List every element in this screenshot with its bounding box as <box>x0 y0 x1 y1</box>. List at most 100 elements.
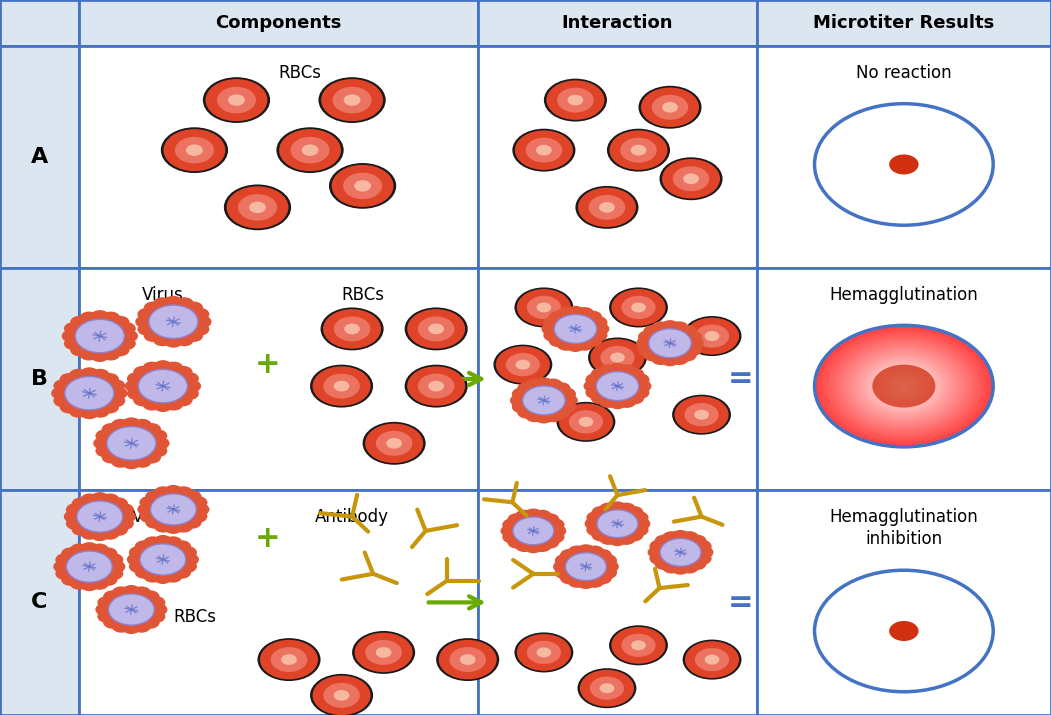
Circle shape <box>630 511 648 524</box>
Bar <box>478 0 757 46</box>
Circle shape <box>655 535 674 548</box>
Circle shape <box>592 528 611 541</box>
Circle shape <box>632 641 645 651</box>
Circle shape <box>559 394 578 407</box>
Circle shape <box>599 395 618 408</box>
Circle shape <box>102 423 121 436</box>
Circle shape <box>224 184 291 230</box>
Circle shape <box>104 567 123 580</box>
Circle shape <box>537 648 552 658</box>
Text: Components: Components <box>215 14 342 32</box>
Circle shape <box>872 365 935 408</box>
Circle shape <box>625 391 644 404</box>
Circle shape <box>579 417 593 427</box>
Circle shape <box>90 405 109 418</box>
Circle shape <box>536 145 552 156</box>
Circle shape <box>555 554 574 567</box>
Circle shape <box>632 518 651 531</box>
Circle shape <box>143 570 162 583</box>
Circle shape <box>80 368 99 380</box>
Circle shape <box>583 334 602 347</box>
Circle shape <box>860 356 949 416</box>
Circle shape <box>526 138 562 162</box>
Circle shape <box>598 566 617 579</box>
Circle shape <box>695 325 729 347</box>
Circle shape <box>662 561 681 573</box>
Text: Virus: Virus <box>142 286 184 304</box>
Circle shape <box>322 79 383 121</box>
Bar <box>0 268 79 490</box>
Circle shape <box>647 546 666 559</box>
Circle shape <box>872 365 935 408</box>
Circle shape <box>494 345 553 385</box>
Circle shape <box>817 327 991 445</box>
Circle shape <box>352 631 415 674</box>
Circle shape <box>557 307 576 320</box>
Circle shape <box>122 418 141 430</box>
Circle shape <box>153 297 172 310</box>
Circle shape <box>560 571 579 584</box>
Circle shape <box>850 350 957 423</box>
Text: +: + <box>106 607 125 626</box>
Circle shape <box>517 383 536 395</box>
Circle shape <box>101 312 120 325</box>
Circle shape <box>540 536 559 548</box>
Circle shape <box>837 340 971 432</box>
Circle shape <box>153 399 172 412</box>
Circle shape <box>660 157 723 200</box>
Circle shape <box>153 571 172 584</box>
Circle shape <box>80 542 99 555</box>
Circle shape <box>662 531 681 544</box>
Circle shape <box>554 315 597 343</box>
Circle shape <box>174 486 193 499</box>
Circle shape <box>583 380 602 393</box>
Circle shape <box>545 518 564 531</box>
Circle shape <box>586 511 605 524</box>
Circle shape <box>610 352 624 363</box>
Circle shape <box>612 289 665 326</box>
Circle shape <box>695 648 729 671</box>
Circle shape <box>144 302 163 315</box>
Circle shape <box>276 127 344 173</box>
Circle shape <box>80 406 99 419</box>
Circle shape <box>527 296 561 319</box>
Circle shape <box>631 386 650 399</box>
Bar <box>0 490 79 715</box>
Circle shape <box>127 387 146 400</box>
Circle shape <box>153 360 172 373</box>
Circle shape <box>429 323 445 335</box>
Circle shape <box>418 317 454 341</box>
Circle shape <box>310 674 373 715</box>
Circle shape <box>548 525 566 538</box>
Circle shape <box>141 616 160 628</box>
Circle shape <box>617 395 636 408</box>
Circle shape <box>533 539 552 552</box>
Circle shape <box>557 388 576 400</box>
Circle shape <box>543 410 562 423</box>
Circle shape <box>144 329 163 342</box>
Circle shape <box>630 523 648 536</box>
Circle shape <box>652 95 688 119</box>
Circle shape <box>638 330 657 343</box>
Circle shape <box>80 578 99 591</box>
Circle shape <box>71 498 90 511</box>
Circle shape <box>71 523 90 536</box>
Circle shape <box>135 566 153 578</box>
Circle shape <box>172 541 191 553</box>
Circle shape <box>98 610 117 623</box>
Circle shape <box>76 320 124 352</box>
Circle shape <box>597 510 638 538</box>
Circle shape <box>190 322 209 335</box>
Circle shape <box>502 518 521 531</box>
Circle shape <box>127 553 146 566</box>
Text: Hemagglutination
inhibition: Hemagglutination inhibition <box>829 508 978 548</box>
Circle shape <box>586 523 605 536</box>
Circle shape <box>500 525 519 538</box>
Bar <box>757 46 1051 268</box>
Circle shape <box>565 553 606 581</box>
Circle shape <box>203 77 270 123</box>
Circle shape <box>639 86 702 129</box>
Circle shape <box>180 553 199 566</box>
Circle shape <box>64 511 83 523</box>
Text: A: A <box>30 147 48 167</box>
